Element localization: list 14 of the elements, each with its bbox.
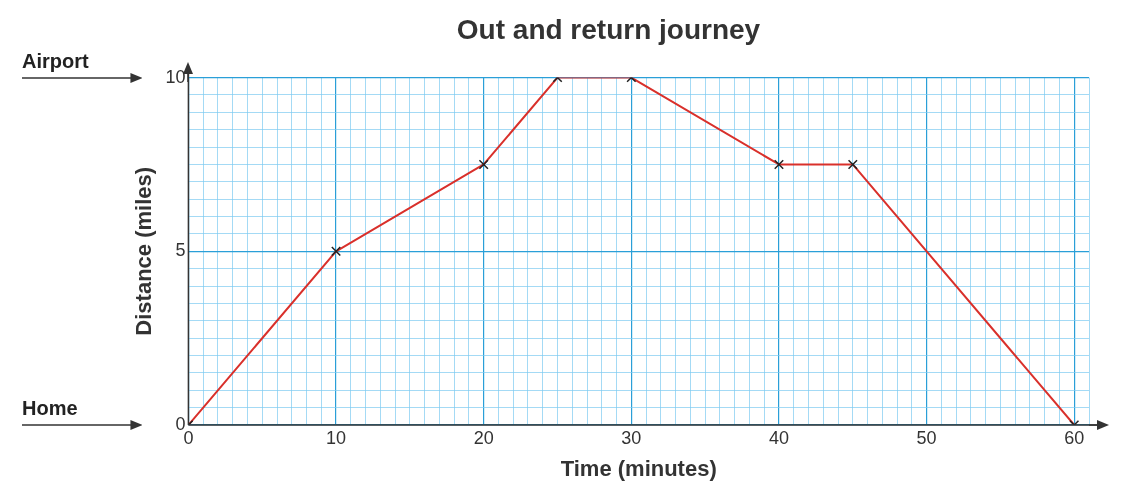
x-axis-title: Time (minutes) xyxy=(560,455,717,481)
y-axis-title: Distance (miles) xyxy=(131,166,157,336)
text: Airport xyxy=(22,49,89,73)
x-tick-label: 50 xyxy=(916,427,937,448)
y-tick-label: 0 xyxy=(175,413,186,434)
y-tick-label: 5 xyxy=(175,240,186,261)
x-tick-label: 30 xyxy=(621,427,642,448)
chart-title: Out and return journey xyxy=(456,13,761,45)
text: Home xyxy=(22,397,78,420)
x-tick-label: 10 xyxy=(326,427,347,448)
x-tick-label: 20 xyxy=(473,427,494,448)
x-tick-label: 40 xyxy=(768,427,789,448)
y-tick-label: 10 xyxy=(165,66,186,87)
x-tick-label: 60 xyxy=(1064,427,1085,448)
